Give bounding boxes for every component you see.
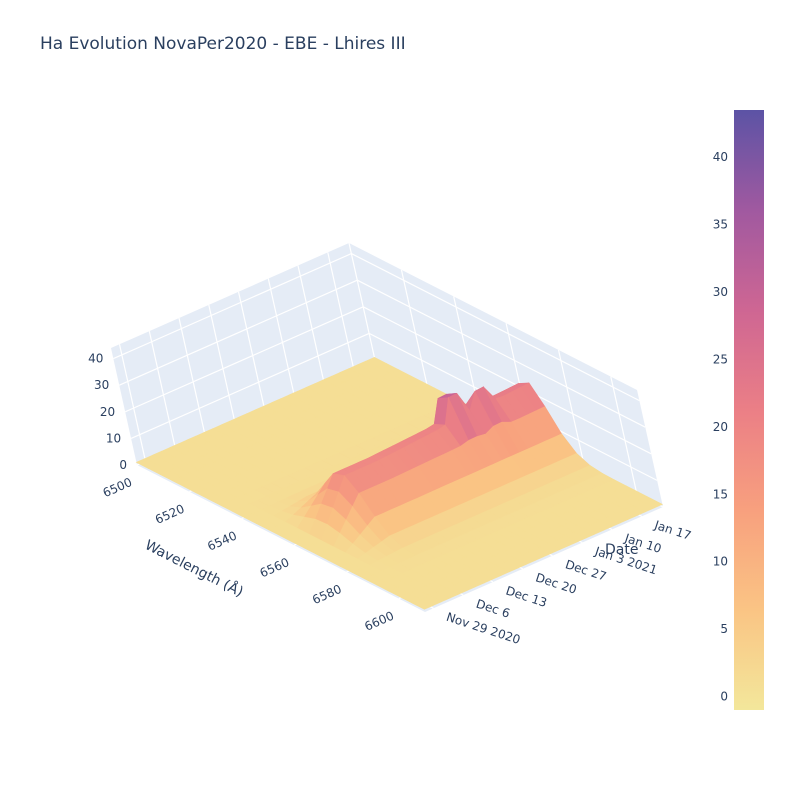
colorbar[interactable]: 0 5 10 15 20 25 30 35 40: [713, 110, 764, 710]
z-tick-label: 20: [100, 405, 115, 419]
left-pane: [111, 243, 375, 465]
z-grid-line: [130, 332, 658, 481]
colorbar-tick-label: 5: [720, 622, 728, 636]
z-grid-line: [113, 252, 640, 402]
x-tick-label: 6580: [310, 582, 344, 607]
x-tick-label: 6520: [153, 502, 187, 527]
z-axis-ticks: 0 10 20 30 40: [88, 352, 127, 472]
colorbar-tick-label: 15: [713, 487, 728, 501]
back-pane: [349, 243, 663, 507]
z-tick-label: 10: [106, 431, 121, 445]
colorbar-gradient: [734, 110, 764, 710]
y-tick-label: Dec 13: [504, 584, 549, 610]
surface-cell: [411, 599, 434, 610]
x-tick-label: 6560: [258, 555, 292, 580]
colorbar-tick-label: 35: [713, 218, 728, 232]
colorbar-tick-label: 20: [713, 420, 728, 434]
colorbar-tick-label: 0: [720, 690, 728, 704]
z-grid-line: [119, 279, 646, 428]
surface-mesh: [135, 356, 664, 610]
x-tick-label: 6540: [205, 528, 239, 553]
x-axis-title: Wavelength (Å): [142, 536, 246, 600]
y-tick-label: Jan 17: [652, 518, 693, 543]
y-axis-title: Date: [605, 542, 638, 558]
colorbar-ticks: 0 5 10 15 20 25 30 35 40: [713, 150, 728, 703]
x-tick-label: 6600: [362, 609, 396, 634]
z-tick-label: 40: [88, 352, 103, 366]
colorbar-tick-label: 10: [713, 555, 728, 569]
colorbar-tick-label: 30: [713, 285, 728, 299]
x-tick-label: 6500: [101, 475, 135, 500]
z-tick-label: 0: [119, 458, 127, 472]
colorbar-tick-label: 25: [713, 352, 728, 366]
z-tick-label: 30: [94, 378, 109, 392]
y-tick-label: Dec 27: [564, 557, 609, 583]
y-tick-label: Dec 20: [534, 570, 579, 596]
colorbar-tick-label: 40: [713, 150, 728, 164]
chart-title: Ha Evolution NovaPer2020 - EBE - Lhires …: [40, 34, 406, 54]
y-tick-label: Nov 29 2020: [445, 610, 522, 647]
z-grid-line: [124, 306, 652, 455]
y-tick-label: Dec 6: [474, 597, 511, 621]
